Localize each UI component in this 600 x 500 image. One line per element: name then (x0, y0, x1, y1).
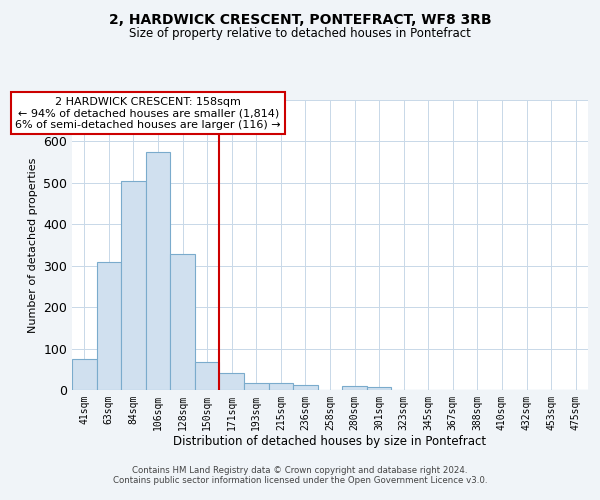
Text: Size of property relative to detached houses in Pontefract: Size of property relative to detached ho… (129, 28, 471, 40)
Bar (367, 387, 391, 390)
Bar (121, 181, 146, 390)
Text: 2 HARDWICK CRESCENT: 158sqm
← 94% of detached houses are smaller (1,814)
6% of s: 2 HARDWICK CRESCENT: 158sqm ← 94% of det… (16, 96, 281, 130)
Text: 2, HARDWICK CRESCENT, PONTEFRACT, WF8 3RB: 2, HARDWICK CRESCENT, PONTEFRACT, WF8 3R… (109, 12, 491, 26)
Bar (220, 374, 244, 390)
Text: Contains HM Land Registry data © Crown copyright and database right 2024.
Contai: Contains HM Land Registry data © Crown c… (113, 466, 487, 485)
Bar (146, 152, 170, 390)
Bar (72, 359, 97, 390)
Bar (342, 386, 367, 390)
Bar (195, 362, 220, 390)
Bar (293, 385, 318, 390)
Bar (269, 382, 293, 390)
Bar (170, 254, 195, 390)
Y-axis label: Number of detached properties: Number of detached properties (28, 158, 38, 332)
Text: Distribution of detached houses by size in Pontefract: Distribution of detached houses by size … (173, 435, 487, 448)
Bar (97, 262, 121, 390)
Bar (244, 382, 269, 390)
